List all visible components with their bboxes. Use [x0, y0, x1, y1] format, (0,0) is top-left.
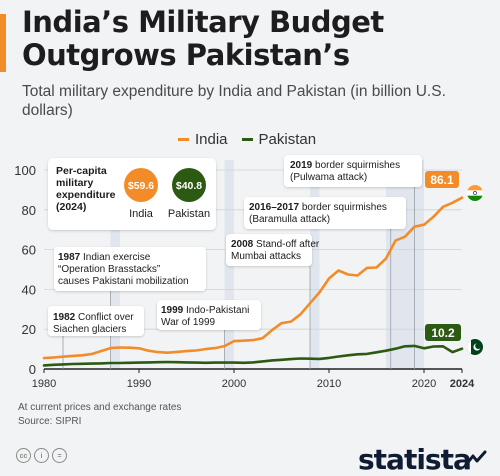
annotation-1982-text: 1982 Conflict over Siachen glaciers [53, 312, 136, 335]
y-axis-ticks: 0 20 40 60 80 100 [14, 163, 36, 377]
y-tick-80: 80 [22, 203, 36, 218]
percapita-pakistan-circle [172, 168, 206, 202]
annotation-1987-text: 1987 Indian exercise “Operation Brasstac… [58, 252, 189, 287]
shaded-period-2 [310, 160, 320, 369]
equals-icon: = [52, 448, 67, 463]
annotation-2016-text: 2016–2017 border squirmishes (Baramulla … [249, 202, 390, 225]
legend-swatch-pakistan [241, 138, 253, 141]
chart-legend: India Pakistan [178, 131, 316, 148]
x-tick-2000: 2000 [222, 378, 246, 390]
y-tick-20: 20 [22, 322, 36, 337]
annotation-1982: 1982 Conflict over Siachen glaciers [48, 306, 144, 336]
pakistan-flag-icon [467, 339, 483, 355]
annotation-2019-box [284, 155, 422, 187]
chart-footnote: At current prices and exchange rates Sou… [18, 401, 181, 429]
india-end-label: 86.1 [425, 171, 459, 188]
annotation-1987: 1987 Indian exercise “Operation Brasstac… [54, 247, 206, 291]
title-accent-bar [0, 14, 6, 72]
pakistan-end-label: 10.2 [425, 324, 461, 341]
annotation-1999: 1999 Indo-Pakistani War of 1999 [157, 300, 261, 330]
annotation-2019: 2019 border squirmishes (Pulwama attack) [284, 155, 422, 187]
y-tick-100: 100 [14, 163, 36, 178]
title-line-1: India’s Military Budget [22, 5, 384, 39]
india-end-value: 86.1 [430, 173, 454, 187]
y-tick-60: 60 [22, 243, 36, 258]
cc-icon: cc [16, 448, 31, 463]
x-tick-1990: 1990 [127, 378, 151, 390]
percapita-india-circle [124, 168, 158, 202]
attribution-icon: i [34, 448, 49, 463]
y-tick-0: 0 [29, 362, 36, 377]
pakistan-end-badge [425, 324, 461, 341]
annotation-2019-text: 2019 border squirmishes (Pulwama attack) [290, 160, 403, 183]
footnote-source: Source: SIPRI [18, 416, 82, 427]
x-axis-ticks: 1980 1990 2000 2010 2020 2024 [32, 369, 475, 390]
annotation-2008-box [226, 234, 312, 266]
shaded-period-3 [386, 160, 424, 369]
brand-mark-icon [463, 450, 487, 468]
percapita-pakistan-label: Pakistan [168, 208, 210, 220]
annotation-1987-box [54, 247, 206, 291]
x-tick-2020: 2020 [412, 378, 436, 390]
title-line-2: Outgrows Pakistan’s [22, 38, 350, 72]
x-tick-2010: 2010 [317, 378, 341, 390]
series-lines [42, 196, 464, 367]
percapita-india-value: $59.6 [128, 180, 154, 192]
series-line-india [42, 196, 464, 360]
footnote-prices: At current prices and exchange rates [18, 402, 182, 413]
legend-label-pakistan: Pakistan [258, 131, 317, 148]
percapita-title: Per-capita military expenditure (2024) [56, 165, 118, 213]
x-tick-2024: 2024 [450, 378, 475, 390]
series-line-pakistan [42, 344, 464, 367]
license-icons: cc i = [16, 448, 67, 463]
page-title: India’s Military Budget Outgrows Pakista… [22, 6, 384, 72]
legend-item-india: India [178, 131, 228, 148]
india-end-badge [425, 171, 459, 188]
legend-item-pakistan: Pakistan [241, 131, 317, 148]
annotation-2016-2017: 2016–2017 border squirmishes (Baramulla … [244, 197, 406, 229]
annotation-1999-box [157, 300, 261, 330]
percapita-india-label: India [129, 208, 154, 220]
annotation-2008-text: 2008 Stand-off after Mumbai attacks [231, 239, 322, 262]
brand-logo: statista [358, 443, 472, 476]
annotation-2016-box [244, 197, 406, 229]
pakistan-end-value: 10.2 [431, 326, 455, 340]
percapita-callout: Per-capita military expenditure (2024) $… [48, 158, 216, 230]
legend-label-india: India [195, 131, 228, 148]
legend-swatch-india [178, 138, 189, 141]
annotation-1999-text: 1999 Indo-Pakistani War of 1999 [161, 305, 252, 328]
x-tick-1980: 1980 [32, 378, 56, 390]
annotation-2008: 2008 Stand-off after Mumbai attacks [226, 234, 322, 266]
percapita-pakistan-value: $40.8 [176, 180, 202, 192]
annotation-1982-box [48, 306, 144, 336]
y-tick-40: 40 [22, 282, 36, 297]
chart-subtitle: Total military expenditure by India and … [22, 83, 446, 119]
line-chart: 0 20 40 60 80 100 1980 1990 2000 2010 2020 2024 Pe… [14, 155, 483, 390]
india-flag-icon [467, 185, 483, 201]
